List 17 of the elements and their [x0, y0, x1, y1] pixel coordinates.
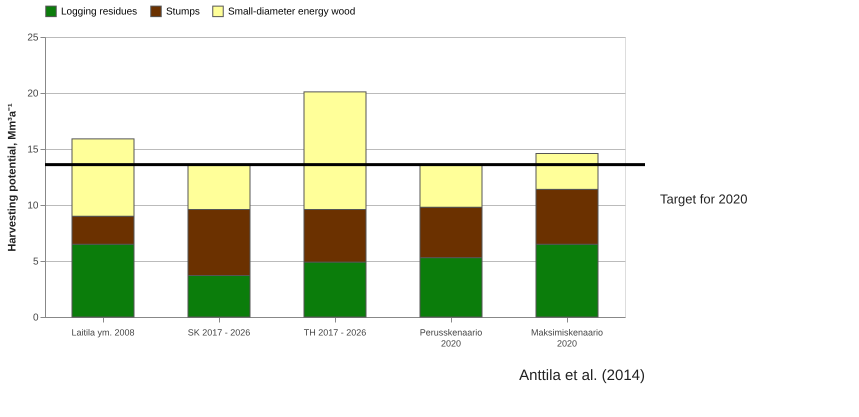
y-tick-label: 5: [32, 256, 39, 268]
ref-line-label: Target for 2020: [660, 191, 748, 206]
y-tick-label: 15: [27, 144, 39, 156]
legend-label: Stumps: [166, 6, 200, 18]
y-tick-label: 0: [32, 312, 39, 324]
x-tick-label: TH 2017 - 2026: [304, 328, 366, 338]
x-tick-label: Maksimiskenaario 2020: [530, 328, 604, 348]
text: Anttila et al. (2014): [519, 367, 645, 384]
y-tick-label: 20: [27, 88, 39, 100]
y-tick-label: 10: [27, 200, 39, 212]
y-axis-title: Harvesting potential, Mm³a⁻¹: [6, 103, 18, 252]
x-tick-label: SK 2017 - 2026: [188, 328, 250, 338]
x-tick-label: Perusskenaario 2020: [420, 328, 482, 348]
y-tick-label: 25: [27, 32, 39, 44]
x-tick-label: Laitila ym. 2008: [71, 328, 135, 338]
legend-label: Small-diameter energy wood: [228, 6, 356, 18]
legend-label: Logging residues: [61, 6, 138, 18]
